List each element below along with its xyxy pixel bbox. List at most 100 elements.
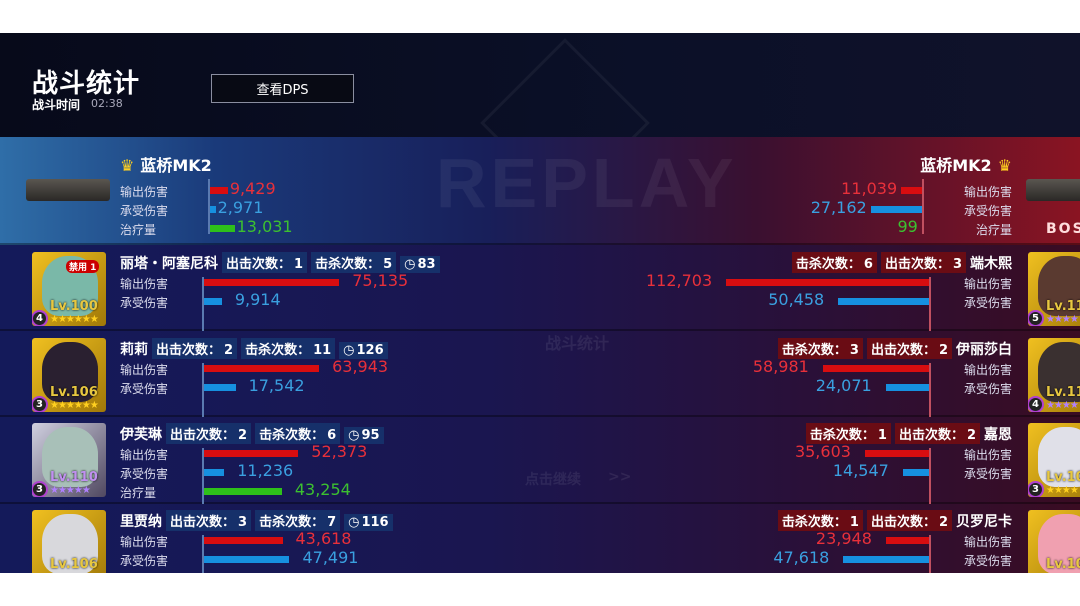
hero-portrait (1038, 514, 1080, 573)
right-hero-avatar[interactable]: Lv.10 (1028, 510, 1080, 573)
kills-value: 11 (313, 343, 332, 358)
right-damage-bar (885, 537, 929, 544)
battle-stats-screen[interactable]: 战斗统计 战斗时间 02:38 查看DPS BOSS ♛ 蓝桥MK2 蓝桥MK2 ♛ 输出… (0, 33, 1080, 573)
right-boss-damage-bar (901, 187, 922, 194)
left-heal-bar (204, 488, 282, 495)
right-taken-label: 承受伤害 (963, 296, 1012, 310)
left-boss-taken-label: 承受伤害 (120, 204, 169, 218)
kills-label: 击杀次数： (781, 343, 847, 358)
kills-chip: 击杀次数： 5 (311, 252, 397, 273)
sorties-value: 2 (938, 515, 948, 530)
left-hero-avatar[interactable]: Lv.106 ★★★★★★ 3 (32, 338, 106, 412)
hero-level: Lv.11 (1046, 385, 1080, 400)
kills-value: 3 (849, 343, 859, 358)
boss-tag: BOSS (1046, 221, 1080, 237)
left-axis (202, 277, 204, 331)
left-hero-avatar[interactable]: Lv.110 ★★★★★ 3 (32, 423, 106, 497)
left-axis (202, 448, 204, 504)
sorties-label: 出击次数： (898, 428, 964, 443)
right-damage-value: 35,603 (794, 442, 851, 461)
rank-badge: 5 (1028, 310, 1044, 326)
left-taken-bar (204, 556, 290, 563)
left-damage-value: 52,373 (311, 442, 368, 461)
right-damage-label: 输出伤害 (963, 277, 1012, 291)
sorties-label: 出击次数： (870, 515, 936, 530)
right-hero-header: 击杀次数： 3 出击次数： 2 伊丽莎白 (777, 338, 1012, 359)
hero-name: 贝罗尼卡 (956, 514, 1012, 530)
sorties-value: 2 (938, 343, 948, 358)
kills-chip: 击杀次数： 7 (255, 510, 341, 531)
left-damage-bar (204, 537, 283, 544)
kills-chip: 击杀次数： 11 (241, 338, 336, 359)
sorties-chip: 出击次数： 2 (866, 338, 952, 359)
time-value: 83 (417, 257, 436, 272)
kills-label: 击杀次数： (259, 515, 325, 530)
hero-level: Lv.110 (50, 470, 98, 485)
right-boss-taken-value: 27,162 (810, 198, 867, 217)
right-hero-avatar[interactable]: Lv.10★★★★3 (1028, 423, 1080, 497)
right-axis (922, 179, 924, 234)
right-damage-bar (726, 279, 929, 286)
kills-chip: 击杀次数： 6 (255, 423, 341, 444)
right-taken-bar (902, 469, 929, 476)
hero-row: 禁用 1Lv.100★★★★★★4 Lv.11★★★★5 丽塔・阿塞尼科出击次数：1… (0, 247, 1080, 331)
kills-value: 6 (327, 428, 337, 443)
star-rating: ★★★★★ (50, 485, 91, 496)
right-damage-bar (822, 365, 929, 372)
hero-name: 莉莉 (120, 342, 148, 358)
left-hero-avatar[interactable]: Lv.106 (32, 510, 106, 573)
time-chip: ◷ 95 (344, 427, 384, 444)
right-boss-taken-bar (870, 206, 922, 213)
right-taken-label: 承受伤害 (963, 554, 1012, 568)
kills-chip: 击杀次数： 1 (777, 510, 863, 531)
right-hero-avatar[interactable]: Lv.11★★★★4 (1028, 338, 1080, 412)
time-chip: ◷ 126 (339, 342, 388, 359)
hero-level: Lv.11 (1046, 299, 1080, 314)
sorties-value: 3 (238, 515, 248, 530)
left-taken-label: 承受伤害 (120, 554, 169, 568)
left-taken-value: 17,542 (248, 376, 305, 395)
hero-portrait (1038, 342, 1080, 402)
kills-value: 7 (327, 515, 337, 530)
right-hero-avatar[interactable]: Lv.11★★★★5 (1028, 252, 1080, 326)
left-axis (208, 179, 210, 234)
left-taken-bar (204, 298, 222, 305)
hero-row: Lv.106Lv.10里贾纳出击次数：3击杀次数：7◷116击杀次数：1出击次数… (0, 505, 1080, 573)
clock-icon: ◷ (348, 428, 360, 443)
ban-badge: 禁用 1 (66, 260, 100, 273)
hero-name: 伊芙琳 (120, 427, 162, 443)
boss-row: BOSS ♛ 蓝桥MK2 蓝桥MK2 ♛ 输出伤害 9,429 输出伤害 11,039 承受伤害 2… (0, 137, 1080, 245)
left-damage-bar (204, 450, 299, 457)
clock-icon: ◷ (348, 515, 360, 530)
time-chip: ◷ 116 (344, 514, 393, 531)
view-dps-button[interactable]: 查看DPS (211, 74, 354, 103)
time-value: 95 (361, 428, 380, 443)
hero-portrait (1038, 256, 1080, 316)
hero-portrait (42, 514, 98, 573)
page-title: 战斗统计 (32, 69, 141, 99)
sorties-label: 出击次数： (870, 343, 936, 358)
left-hero-avatar[interactable]: 禁用 1 Lv.100 ★★★★★★ 4 (32, 252, 106, 326)
sorties-value: 2 (224, 343, 234, 358)
left-heal-label: 治疗量 (120, 486, 157, 500)
left-taken-value: 9,914 (234, 290, 281, 309)
left-boss-weapon-icon (26, 179, 110, 201)
sorties-value: 3 (952, 257, 962, 272)
right-boss-damage-value: 11,039 (841, 179, 898, 198)
time-value: 116 (361, 515, 389, 530)
clock-icon: ◷ (343, 343, 355, 358)
hero-row: Lv.106★★★★★★3Lv.11★★★★4莉莉出击次数：2击杀次数：11◷1… (0, 333, 1080, 417)
left-taken-value: 11,236 (237, 461, 294, 480)
rank-badge: 4 (32, 310, 48, 326)
right-damage-value: 58,981 (752, 357, 809, 376)
left-hero-header: 里贾纳 出击次数： 3 击杀次数： 7 ◷ 116 (120, 510, 393, 531)
continue-hint[interactable]: 点击继续 (525, 472, 581, 488)
left-axis (202, 535, 204, 573)
kills-label: 击杀次数： (315, 257, 381, 272)
kills-chip: 击杀次数： 3 (777, 338, 863, 359)
left-hero-header: 丽塔・阿塞尼科 出击次数： 1 击杀次数： 5 ◷ 83 (120, 252, 440, 273)
right-boss-heal-value: 99 (897, 217, 918, 236)
left-boss-name: ♛ 蓝桥MK2 (120, 152, 212, 176)
rank-badge: 3 (32, 481, 48, 497)
left-damage-value: 43,618 (295, 529, 352, 548)
